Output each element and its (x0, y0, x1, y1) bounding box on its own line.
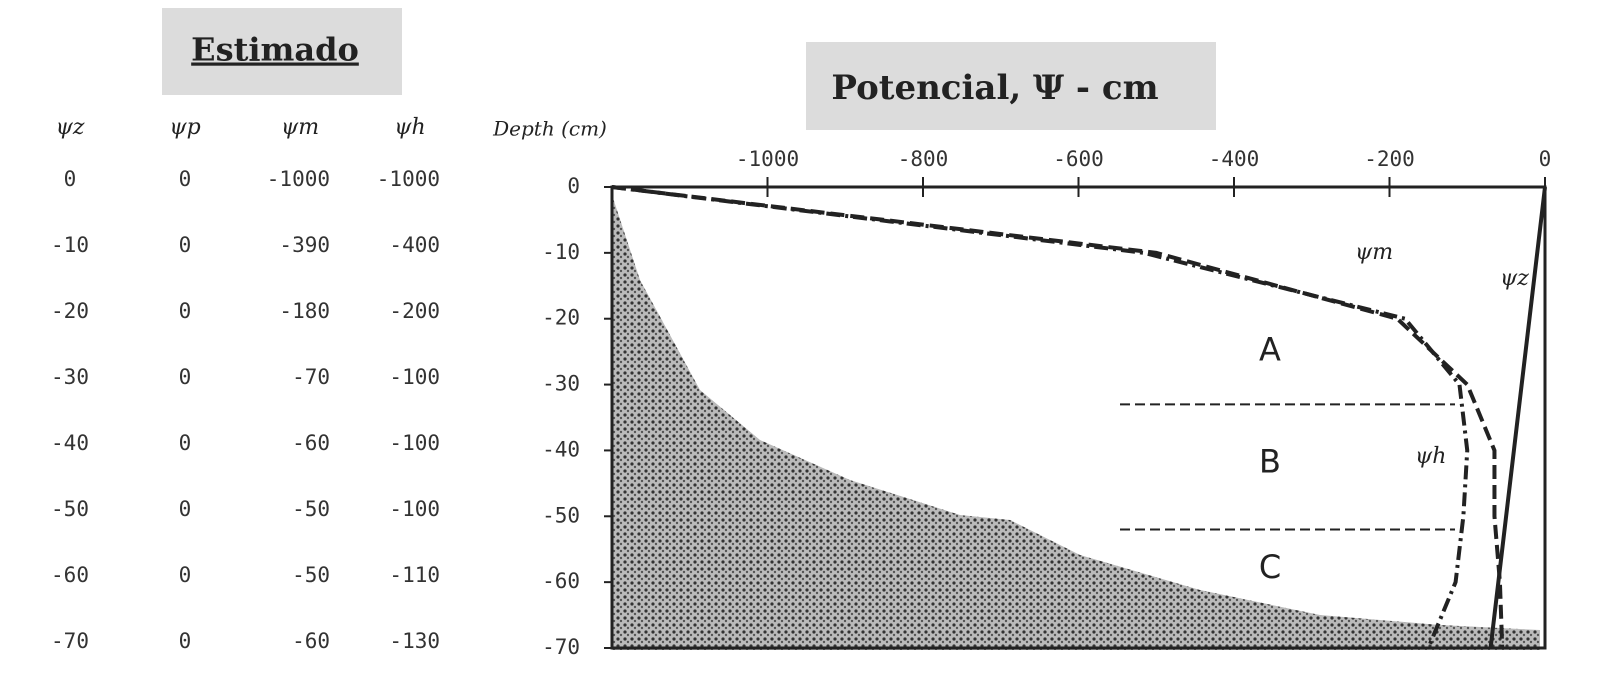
y-tick-label: -30 (542, 372, 580, 396)
table-cell: -110 (389, 563, 440, 587)
table-cell: 0 (179, 167, 192, 191)
series-label: ψm (1355, 240, 1393, 265)
zone-label: B (1259, 443, 1281, 481)
column-header: ψh (394, 115, 425, 140)
soil-texture (612, 195, 1540, 650)
table-title: Estimado (191, 31, 359, 69)
y-tick-label: -20 (542, 306, 580, 330)
table-cell: -30 (51, 365, 89, 389)
table-cell: 0 (179, 563, 192, 587)
x-tick-label: -400 (1209, 147, 1260, 171)
x-tick-label: -1000 (736, 147, 799, 171)
chart-title: Potencial, Ψ - cm (831, 68, 1158, 108)
column-header: ψp (169, 115, 200, 140)
table-cell: -130 (389, 629, 440, 653)
series-label: ψh (1415, 444, 1446, 469)
table-cell: -60 (292, 629, 330, 653)
table-cell: -180 (279, 299, 330, 323)
x-tick-label: -200 (1364, 147, 1415, 171)
table-cell: 0 (179, 431, 192, 455)
y-tick-label: -50 (542, 503, 580, 527)
x-tick-label: -600 (1053, 147, 1104, 171)
title-box (806, 42, 1216, 130)
zone-label: A (1259, 331, 1281, 369)
table-cell: -60 (51, 563, 89, 587)
table-cell: -10 (51, 233, 89, 257)
table-cell: -100 (389, 497, 440, 521)
table-cell: 0 (64, 167, 77, 191)
table-cell: -390 (279, 233, 330, 257)
table-cell: -60 (292, 431, 330, 455)
header-box (162, 8, 402, 95)
table-cell: -100 (389, 431, 440, 455)
series-label: ψz (1500, 266, 1529, 291)
table-cell: 0 (179, 233, 192, 257)
table-cell: -20 (51, 299, 89, 323)
table-cell: 0 (179, 629, 192, 653)
y-tick-label: -70 (542, 635, 580, 659)
series-line (1488, 186, 1547, 649)
x-tick-label: -800 (898, 147, 949, 171)
table-cell: 0 (179, 365, 192, 389)
series-line (611, 185, 1470, 649)
column-header: ψm (281, 115, 319, 140)
table-cell: -1000 (377, 167, 440, 191)
table-cell: 0 (179, 497, 192, 521)
table-cell: -70 (51, 629, 89, 653)
table-cell: -400 (389, 233, 440, 257)
y-tick-label: -60 (542, 569, 580, 593)
zone-label: C (1259, 548, 1281, 586)
table-cell: -70 (292, 365, 330, 389)
y-tick-label: 0 (567, 174, 580, 198)
table-cell: -100 (389, 365, 440, 389)
table-cell: -200 (389, 299, 440, 323)
y-axis-label: Depth (cm) (492, 117, 607, 141)
y-tick-label: -40 (542, 437, 580, 461)
table-cell: 0 (179, 299, 192, 323)
table-cell: -50 (292, 563, 330, 587)
table-cell: -50 (292, 497, 330, 521)
column-header: ψz (56, 115, 85, 140)
y-tick-label: -10 (542, 240, 580, 264)
table-cell: -50 (51, 497, 89, 521)
table-cell: -1000 (267, 167, 330, 191)
table-cell: -40 (51, 431, 89, 455)
x-tick-label: 0 (1539, 147, 1552, 171)
